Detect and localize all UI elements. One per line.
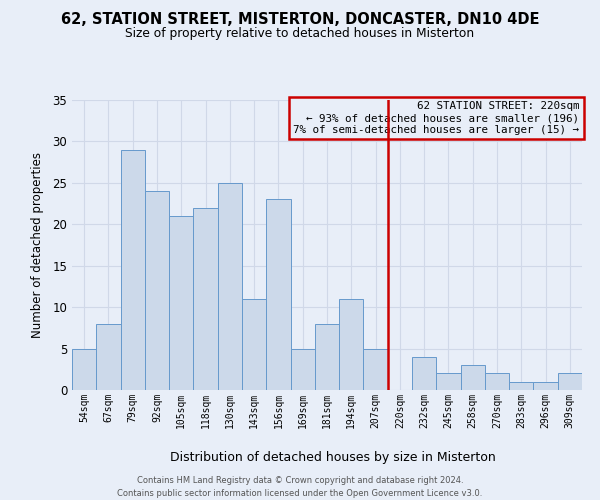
Bar — [266, 200, 290, 390]
Text: 62, STATION STREET, MISTERTON, DONCASTER, DN10 4DE: 62, STATION STREET, MISTERTON, DONCASTER… — [61, 12, 539, 28]
Text: Contains HM Land Registry data © Crown copyright and database right 2024.
Contai: Contains HM Land Registry data © Crown c… — [118, 476, 482, 498]
Bar — [145, 191, 169, 390]
Bar — [364, 348, 388, 390]
Bar — [436, 374, 461, 390]
Text: 62 STATION STREET: 220sqm
← 93% of detached houses are smaller (196)
7% of semi-: 62 STATION STREET: 220sqm ← 93% of detac… — [293, 102, 580, 134]
Y-axis label: Number of detached properties: Number of detached properties — [31, 152, 44, 338]
Bar — [315, 324, 339, 390]
Bar — [290, 348, 315, 390]
Bar — [121, 150, 145, 390]
Bar — [72, 348, 96, 390]
Text: Size of property relative to detached houses in Misterton: Size of property relative to detached ho… — [125, 28, 475, 40]
Bar — [461, 365, 485, 390]
Bar — [509, 382, 533, 390]
Bar — [558, 374, 582, 390]
Bar — [339, 299, 364, 390]
Bar — [412, 357, 436, 390]
Bar — [169, 216, 193, 390]
Bar — [96, 324, 121, 390]
Bar — [533, 382, 558, 390]
Bar — [218, 183, 242, 390]
Bar — [485, 374, 509, 390]
Bar — [242, 299, 266, 390]
Bar — [193, 208, 218, 390]
Text: Distribution of detached houses by size in Misterton: Distribution of detached houses by size … — [170, 451, 496, 464]
